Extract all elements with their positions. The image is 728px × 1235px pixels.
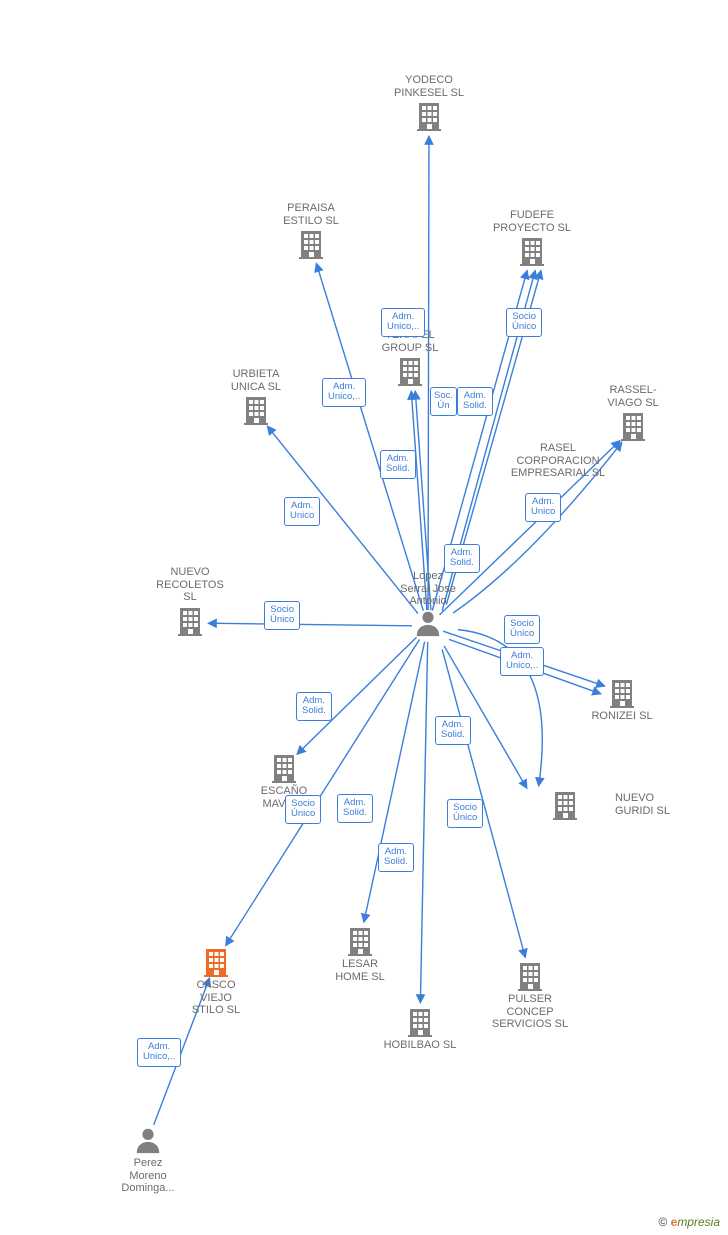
building-icon [200, 945, 232, 977]
node-center: Lopez Serral Jose Antonio [373, 568, 483, 638]
edge-label: Socio Único [285, 795, 321, 824]
node-recoletos: NUEVO RECOLETOS SL [135, 564, 245, 636]
edge-label: Adm. Unico,.. [137, 1038, 181, 1067]
edge-label: Adm. Solid. [380, 450, 416, 479]
building-icon [295, 227, 327, 259]
edge-label: Adm. Unico,.. [500, 647, 544, 676]
node-label: URBIETA UNICA SL [201, 368, 311, 393]
edge-label: Adm. Solid. [296, 692, 332, 721]
building-icon [240, 393, 272, 425]
edge [420, 642, 427, 1003]
person-icon [413, 608, 443, 638]
edge-label: Adm. Unico,.. [322, 378, 366, 407]
node-perez: Perez Moreno Dominga... [93, 1125, 203, 1195]
building-icon [394, 354, 426, 386]
brand-rest: mpresia [677, 1215, 720, 1229]
node-label: NUEVO GURIDI SL [615, 792, 670, 817]
edge-label: Adm. Solid. [457, 387, 493, 416]
node-guridi: NUEVO GURIDI SL [520, 788, 670, 820]
edge-label: Adm. Solid. [378, 843, 414, 872]
node-ronizei: RONIZEI SL [567, 676, 677, 723]
building-icon [404, 1005, 436, 1037]
edge-label: Soc. Ún [430, 387, 457, 416]
network-edges-layer [0, 0, 728, 1235]
edge-label: Adm. Unico,.. [381, 308, 425, 337]
node-label: HOBILBAO SL [365, 1039, 475, 1052]
node-hobilbao: HOBILBAO SL [365, 1005, 475, 1052]
node-rassel: RASSEL- VIAGO SL [578, 382, 688, 441]
node-label: PERAISA ESTILO SL [256, 202, 366, 227]
building-icon [268, 751, 300, 783]
node-label: PULSER CONCEP SERVICIOS SL [475, 993, 585, 1031]
building-icon [549, 788, 581, 820]
building-icon [174, 604, 206, 636]
edge-label: Adm. Unico [525, 493, 561, 522]
node-pulser: PULSER CONCEP SERVICIOS SL [475, 959, 585, 1031]
node-label: RONIZEI SL [567, 710, 677, 723]
node-casco: CASCO VIEJO STILO SL [161, 945, 271, 1017]
building-icon [606, 676, 638, 708]
building-icon [617, 409, 649, 441]
edge-label: Adm. Unico [284, 497, 320, 526]
node-label: RASEL CORPORACION EMPRESARIAL SL [503, 442, 613, 480]
node-escano: ESCAÑO MAVIT S [229, 751, 339, 810]
credit: © empresia [658, 1215, 720, 1229]
edge-label: Socio Único [504, 615, 540, 644]
node-label: ESCAÑO MAVIT S [229, 785, 339, 810]
node-peraisa: PERAISA ESTILO SL [256, 200, 366, 259]
edge-label: Adm. Solid. [337, 794, 373, 823]
node-label: YODECO PINKESEL SL [374, 74, 484, 99]
building-icon [344, 924, 376, 956]
building-icon [516, 234, 548, 266]
edge-label: Socio Único [447, 799, 483, 828]
node-lesar: LESAR HOME SL [305, 924, 415, 983]
node-label: LESAR HOME SL [305, 958, 415, 983]
node-yodeco: YODECO PINKESEL SL [374, 72, 484, 131]
building-icon [413, 99, 445, 131]
building-icon [514, 959, 546, 991]
node-label: Lopez Serral Jose Antonio [373, 570, 483, 608]
node-urbieta: URBIETA UNICA SL [201, 366, 311, 425]
edge-label: Adm. Solid. [444, 544, 480, 573]
node-label: CASCO VIEJO STILO SL [161, 979, 271, 1017]
node-fudefe: FUDEFE PROYECTO SL [477, 207, 587, 266]
edge [364, 642, 425, 923]
node-rasel_corp: RASEL CORPORACION EMPRESARIAL SL [503, 440, 613, 480]
edge-label: Socio Único [506, 308, 542, 337]
edge-label: Adm. Solid. [435, 716, 471, 745]
node-label: NUEVO RECOLETOS SL [135, 566, 245, 604]
node-label: FUDEFE PROYECTO SL [477, 209, 587, 234]
node-label: Perez Moreno Dominga... [93, 1157, 203, 1195]
node-label: RASSEL- VIAGO SL [578, 384, 688, 409]
copyright-symbol: © [658, 1215, 667, 1229]
person-icon [133, 1125, 163, 1155]
edge-label: Socio Único [264, 601, 300, 630]
